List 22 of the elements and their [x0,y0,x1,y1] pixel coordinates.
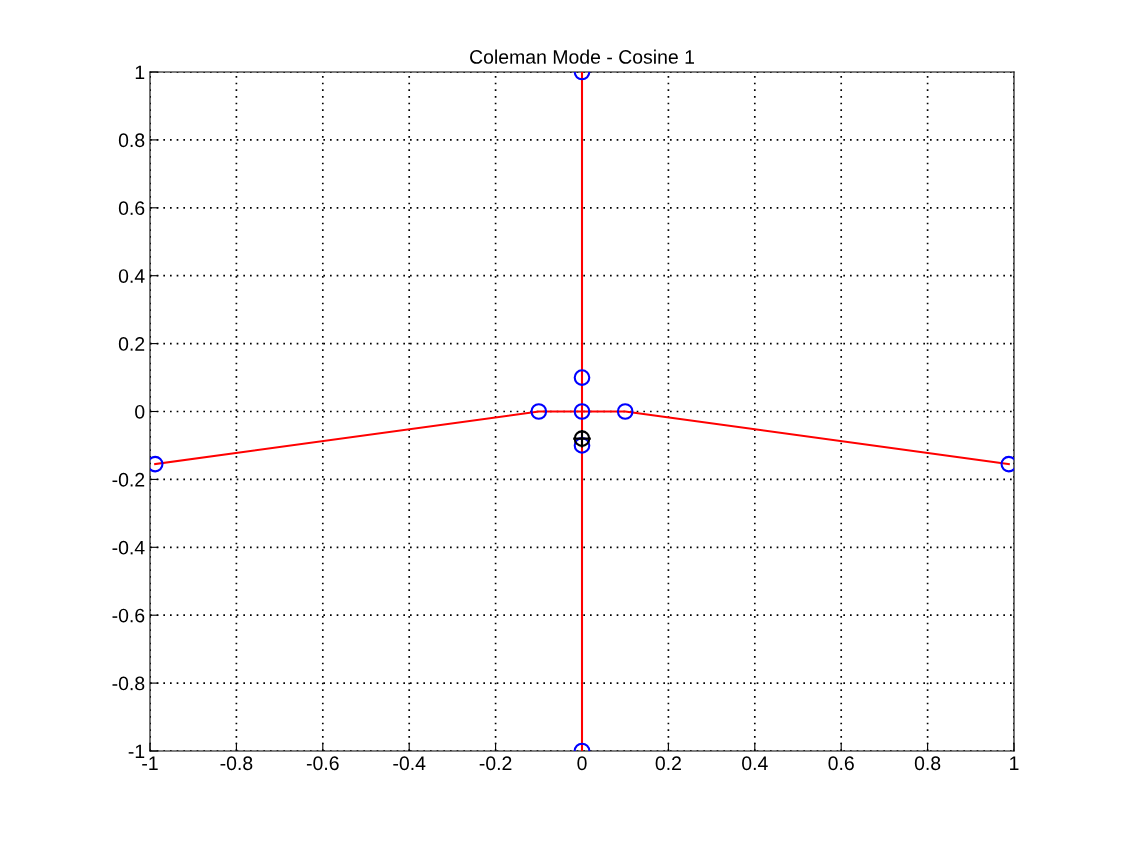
x-tick-label: 0.4 [742,756,768,771]
x-tick-label: 0 [577,756,587,771]
x-tick-label: -0.2 [479,756,512,771]
x-tick-label: -0.6 [306,756,339,771]
y-tick-label: -1 [128,744,145,759]
y-tick-label: 0.4 [118,269,145,283]
y-tick-label: -0.2 [112,472,145,487]
y-tick-label: 0.8 [118,133,145,148]
y-tick-label: -0.8 [112,676,145,691]
y-tick-label: 0.6 [118,201,145,216]
x-tick-label: -0.4 [393,756,426,771]
x-tick-label: -0.8 [220,756,253,771]
chart-title: Coleman Mode - Cosine 1 [470,49,694,64]
x-tick-label: 0.2 [655,756,681,771]
y-tick-label: -0.4 [112,540,145,555]
y-tick-label: 0.2 [118,337,145,351]
y-tick-label: 0 [135,404,145,419]
y-tick-label: -0.6 [112,608,145,623]
x-tick-label: 1 [1010,756,1019,770]
x-tick-label: 0.6 [828,756,854,771]
x-tick-label: 0.8 [914,756,941,771]
y-tick-label: 1 [135,65,145,80]
